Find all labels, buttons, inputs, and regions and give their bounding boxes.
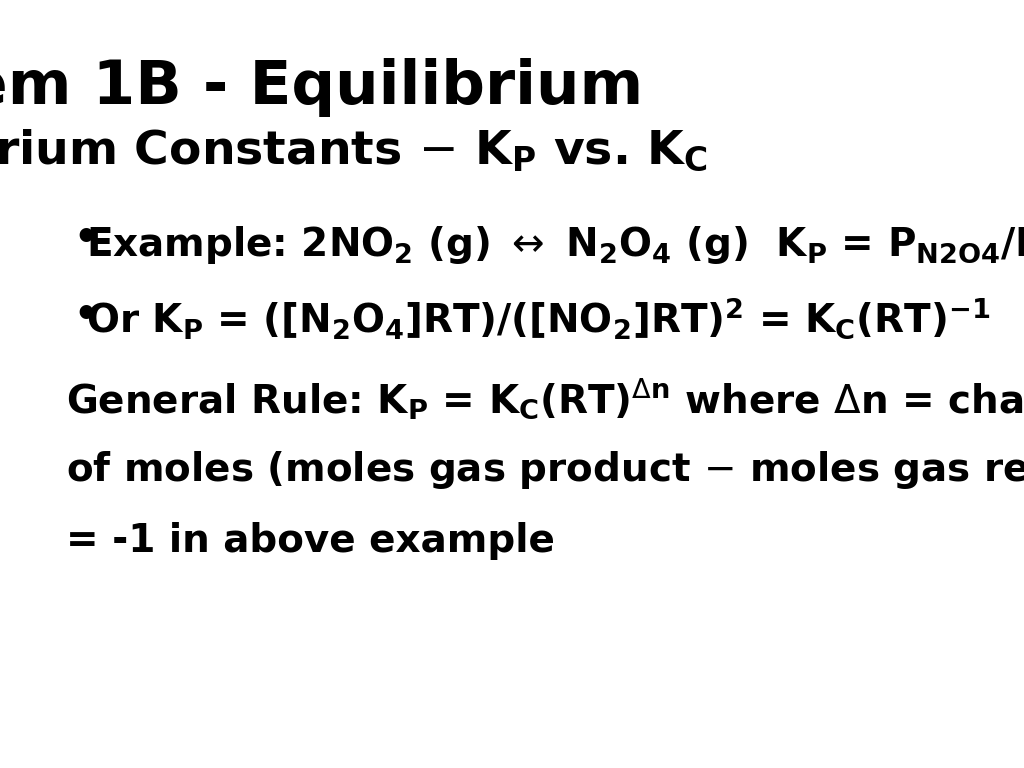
Text: Example: 2NO$_\mathregular{2}$ (g) $\leftrightarrow$ N$_\mathregular{2}$O$_\math: Example: 2NO$_\mathregular{2}$ (g) $\lef… [86, 219, 1024, 266]
Text: Or K$_\mathregular{P}$ = ([N$_\mathregular{2}$O$_\mathregular{4}$]RT)/([NO$_\mat: Or K$_\mathregular{P}$ = ([N$_\mathregul… [86, 296, 990, 341]
Text: = -1 in above example: = -1 in above example [67, 522, 555, 560]
Text: of moles (moles gas product $-$ moles gas reactants) = 1 $-$ 2: of moles (moles gas product $-$ moles ga… [67, 449, 1024, 492]
Text: Equilibrium Constants $-$ K$_\mathregular{P}$ vs. K$_\mathregular{C}$: Equilibrium Constants $-$ K$_\mathregula… [0, 127, 708, 176]
Text: •: • [74, 296, 98, 333]
Text: General Rule: K$_\mathregular{P}$ = K$_\mathregular{C}$(RT)$^{\Delta\mathregular: General Rule: K$_\mathregular{P}$ = K$_\… [67, 376, 1024, 423]
Text: Chem 1B - Equilibrium: Chem 1B - Equilibrium [0, 58, 643, 117]
Text: •: • [74, 219, 98, 257]
